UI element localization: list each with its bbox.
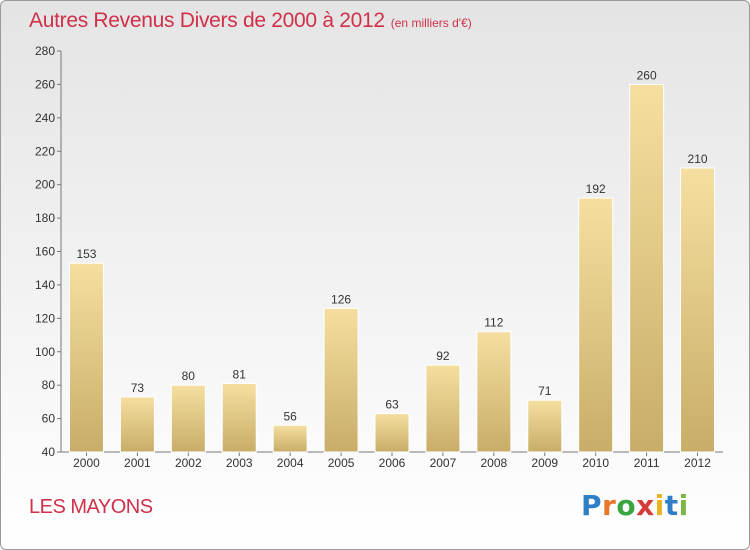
y-tick-label: 220 — [35, 144, 55, 158]
value-label: 56 — [283, 409, 297, 423]
y-tick-label: 280 — [35, 44, 55, 58]
x-tick-label: 2010 — [582, 456, 609, 470]
bar — [68, 262, 104, 453]
y-tick-label: 120 — [35, 311, 55, 325]
logo-letter-x: x — [636, 489, 655, 522]
logo-letter-t: t — [664, 489, 679, 522]
bar — [374, 413, 410, 453]
bar — [425, 364, 461, 453]
x-tick-label: 2008 — [480, 456, 507, 470]
y-tick-label: 100 — [35, 345, 55, 359]
x-tick-label: 2005 — [328, 456, 355, 470]
y-tick-label: 80 — [42, 378, 56, 392]
bar — [170, 384, 206, 453]
x-tick-label: 2007 — [430, 456, 457, 470]
bar — [680, 167, 716, 453]
chart-title: Autres Revenus Divers de 2000 à 2012 (en … — [29, 9, 472, 33]
value-label: 192 — [586, 182, 606, 196]
y-tick-label: 240 — [35, 111, 55, 125]
y-tick-label: 140 — [35, 278, 55, 292]
bar — [578, 197, 614, 453]
y-tick-label: 180 — [35, 211, 55, 225]
chart-bars — [68, 83, 716, 453]
x-tick-label: 2004 — [277, 456, 304, 470]
value-label: 112 — [484, 316, 503, 330]
x-tick-label: 2006 — [379, 456, 406, 470]
logo-letter-p: P — [581, 489, 603, 522]
chart-labels: 153 2000 73 2001 80 2002 81 2003 56 2004 126 2005 63… — [73, 68, 711, 470]
value-label: 80 — [182, 369, 196, 383]
value-label: 260 — [637, 68, 657, 82]
bar — [476, 331, 512, 453]
bar — [527, 399, 563, 453]
town-name: LES MAYONS — [29, 496, 153, 518]
y-tick-label: 40 — [42, 445, 56, 459]
y-tick-label: 260 — [35, 77, 55, 91]
chart-title-text: Autres Revenus Divers de 2000 à 2012 — [29, 9, 385, 32]
chart-subtitle: (en milliers d'€) — [390, 16, 472, 30]
x-tick-label: 2011 — [634, 456, 660, 470]
x-tick-label: 2003 — [226, 456, 253, 470]
value-label: 71 — [538, 384, 552, 398]
x-tick-label: 2001 — [124, 456, 151, 470]
bar — [629, 83, 665, 453]
logo-letter-r: r — [602, 489, 617, 522]
value-label: 210 — [688, 152, 708, 166]
bar — [221, 382, 257, 453]
value-label: 63 — [385, 398, 399, 412]
value-label: 126 — [331, 292, 351, 306]
y-tick-label: 60 — [42, 412, 56, 426]
bar — [272, 424, 308, 453]
x-tick-label: 2000 — [73, 456, 100, 470]
value-label: 153 — [76, 247, 96, 261]
proxiti-logo: Proxiti — [581, 489, 689, 522]
logo-letter-o: o — [616, 489, 637, 522]
x-tick-label: 2012 — [684, 456, 711, 470]
value-label: 81 — [233, 367, 247, 381]
logo-letter-i: i — [654, 489, 665, 522]
bar — [119, 396, 155, 453]
bar — [323, 307, 359, 453]
logo-letter-i-2: i — [678, 489, 689, 522]
y-tick-label: 160 — [35, 245, 55, 259]
x-tick-label: 2002 — [175, 456, 202, 470]
x-tick-label: 2009 — [531, 456, 558, 470]
value-label: 92 — [436, 349, 450, 363]
y-tick-label: 200 — [35, 178, 55, 192]
value-label: 73 — [131, 381, 145, 395]
